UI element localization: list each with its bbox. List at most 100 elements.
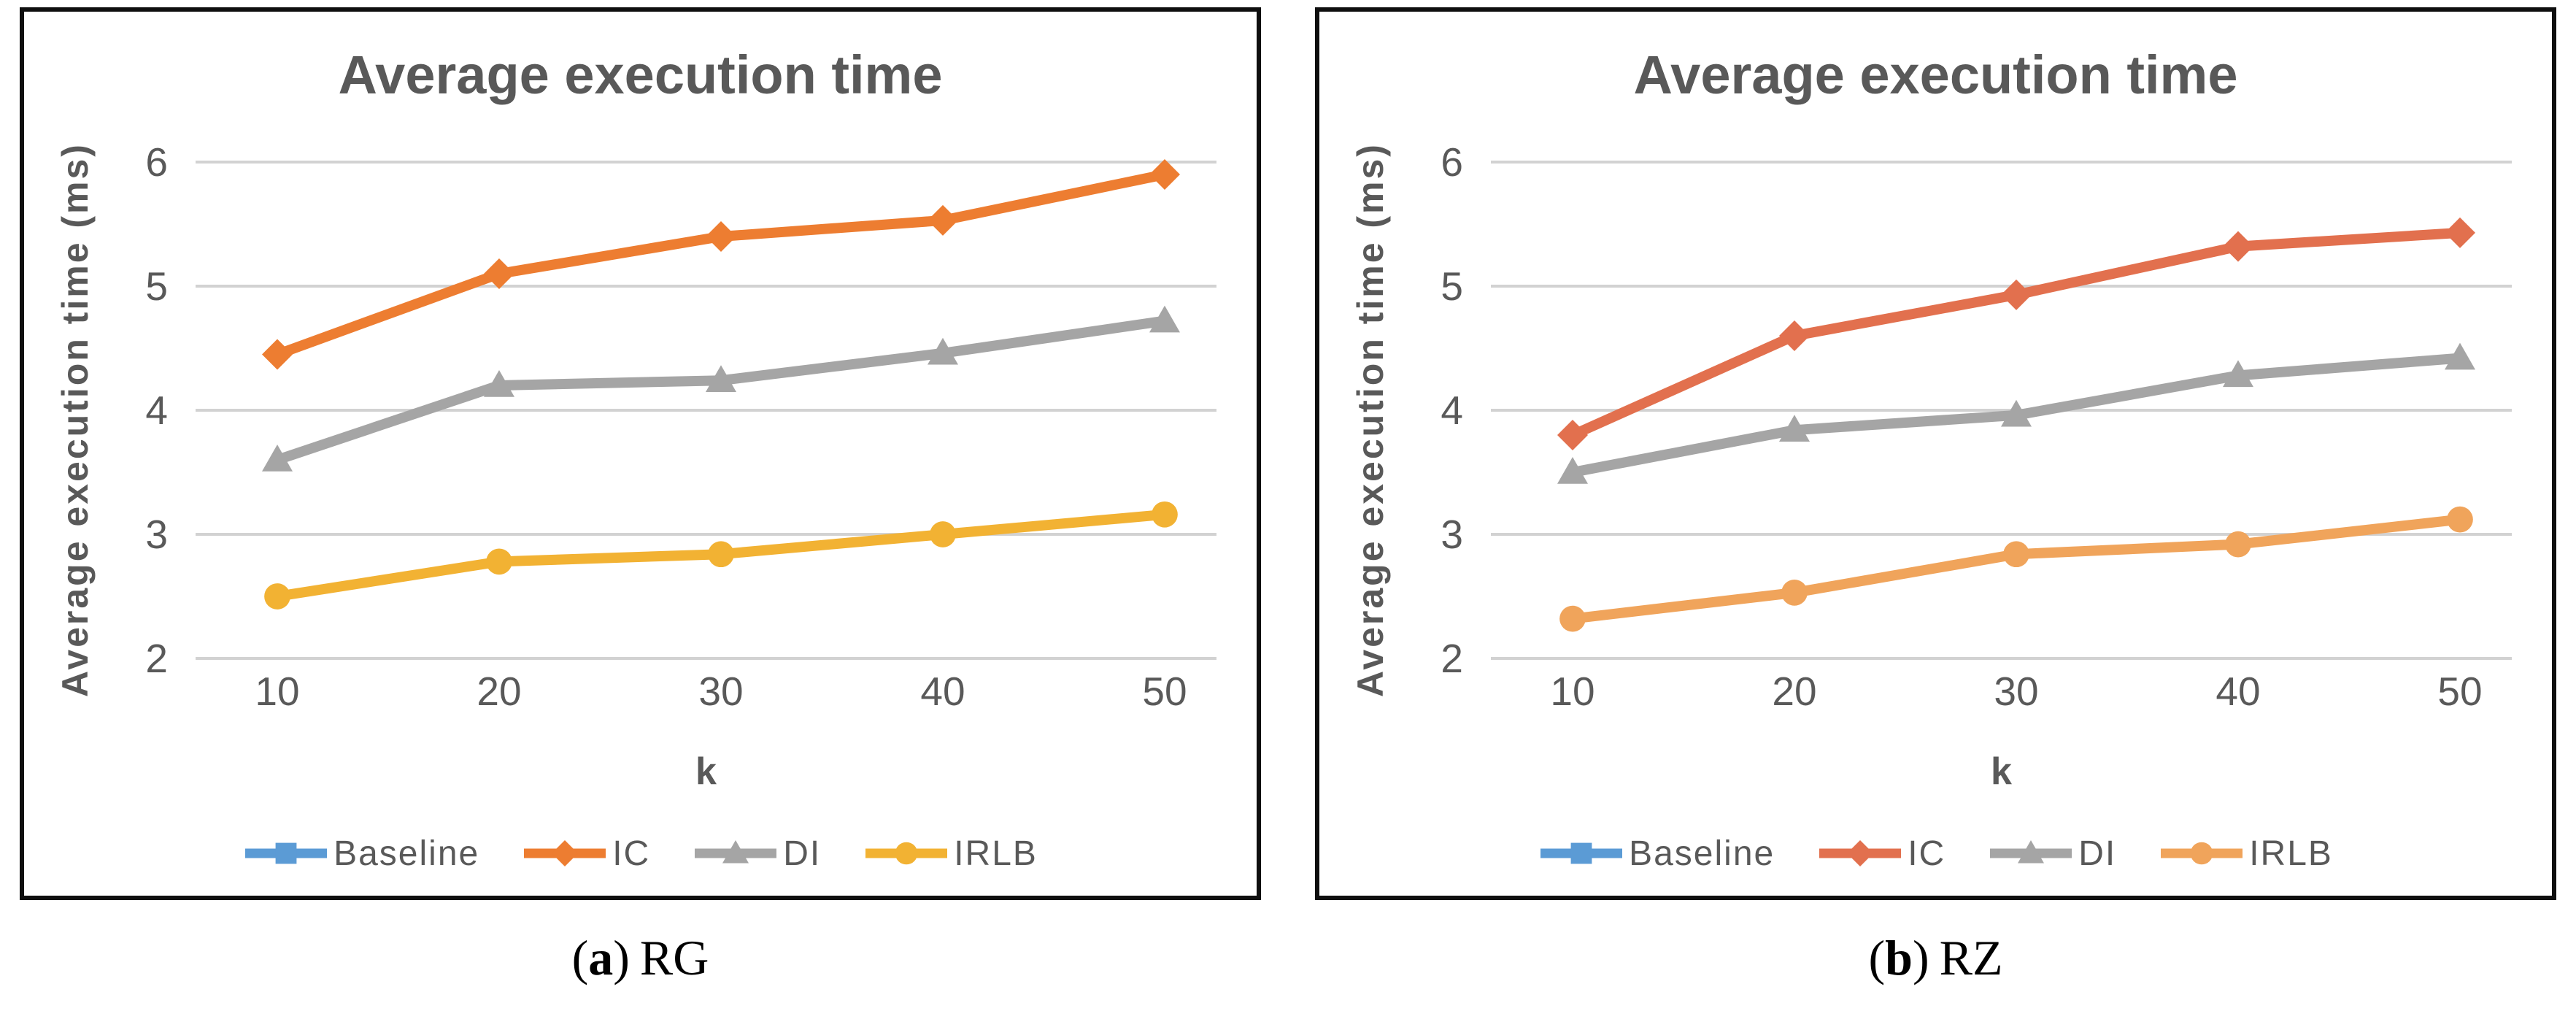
diamond-marker-icon (1557, 420, 1588, 450)
legend-item-ic: IC (1817, 834, 1946, 874)
legend-item-di: DI (693, 834, 821, 874)
circle-marker-icon (2225, 531, 2251, 558)
circle-marker-icon (708, 541, 734, 568)
chart-title: Average execution time (1633, 45, 2238, 105)
diamond-marker-icon (1149, 159, 1180, 190)
triangle-marker-icon (1557, 457, 1588, 484)
x-tick-label: 50 (2437, 669, 2482, 714)
circle-marker-icon (865, 842, 948, 865)
legend-item-irlb: IRLB (863, 834, 1038, 874)
y-tick-label: 5 (1441, 264, 1463, 309)
caption-close-paren: ) (1912, 930, 1929, 985)
y-tick-label: 3 (1441, 512, 1463, 557)
x-tick-label: 10 (255, 669, 299, 714)
circle-marker-icon (2003, 541, 2029, 568)
legend-item-irlb: IRLB (2159, 834, 2333, 874)
circle-marker-icon (1152, 501, 1178, 528)
x-tick-label: 40 (920, 669, 965, 714)
caption-a: (a) RG (20, 929, 1261, 987)
series-markers-ic (262, 159, 1180, 370)
diamond-marker-icon (2001, 279, 2032, 310)
legend-item-baseline: Baseline (1538, 834, 1775, 874)
circle-marker-icon (2161, 842, 2243, 865)
legend-label: DI (783, 834, 822, 873)
triangle-marker-icon (695, 840, 777, 864)
circle-marker-icon (1559, 605, 1586, 632)
triangle-marker-icon (262, 445, 293, 472)
y-tick-label: 3 (145, 512, 168, 557)
circle-marker-icon (930, 521, 956, 547)
legend-item-ic: IC (522, 834, 650, 874)
chart-panel-rz: Average execution time Average execution… (1315, 7, 2556, 900)
x-tick-label: 30 (1994, 669, 2038, 714)
caption-open-paren: ( (571, 930, 589, 985)
gridlines: 6 5 4 3 2 (145, 139, 1216, 681)
legend-label: IRLB (954, 834, 1038, 873)
circle-marker-icon (2447, 506, 2473, 533)
diamond-marker-icon (524, 840, 606, 866)
diamond-marker-icon (2223, 231, 2253, 262)
diamond-marker-icon (484, 258, 514, 289)
legend-label: DI (2078, 834, 2117, 873)
y-tick-label: 4 (145, 388, 168, 433)
caption-label: RZ (1939, 930, 2003, 985)
series-line-ic (275, 169, 1166, 360)
caption-letter: a (588, 930, 614, 985)
x-tick-label: 50 (1142, 669, 1187, 714)
x-axis-label: k (1991, 750, 2012, 793)
triangle-marker-icon (2445, 342, 2475, 370)
y-tick-label: 5 (145, 264, 168, 309)
legend-label: IRLB (2249, 834, 2333, 873)
x-tick-label: 20 (1772, 669, 1816, 714)
chart-plot-rz: 6 5 4 3 2 10 20 30 40 50 k (1441, 139, 2512, 793)
legend-item-di: DI (1988, 834, 2116, 874)
legend-label: Baseline (333, 834, 480, 873)
triangle-marker-icon (1779, 415, 1810, 442)
triangle-marker-icon (484, 370, 514, 397)
captions-row: (a) RG (b) RZ (0, 929, 2576, 987)
series-markers-di (262, 305, 1180, 472)
diamond-marker-icon (1779, 320, 1810, 351)
legend-item-baseline: Baseline (243, 834, 479, 874)
caption-letter: b (1885, 930, 1913, 985)
triangle-marker-icon (2223, 360, 2253, 388)
x-tick-label: 10 (1550, 669, 1594, 714)
square-marker-icon (245, 842, 328, 864)
square-marker-icon (1540, 842, 1623, 864)
y-tick-label: 2 (1441, 636, 1463, 681)
series-markers-irlb (1559, 506, 2473, 632)
series-markers-ic (1557, 217, 2475, 450)
caption-b: (b) RZ (1315, 929, 2556, 987)
chart-title: Average execution time (338, 45, 943, 105)
diamond-marker-icon (262, 339, 293, 370)
x-tick-label: 30 (698, 669, 743, 714)
legend-label: Baseline (1629, 834, 1775, 873)
chart-panel-rg: Average execution time Average execution… (20, 7, 1261, 900)
x-axis-label: k (695, 750, 717, 793)
diamond-marker-icon (928, 204, 958, 236)
caption-close-paren: ) (613, 930, 630, 985)
circle-marker-icon (264, 583, 290, 610)
x-tick-label: 40 (2216, 669, 2260, 714)
y-tick-label: 6 (1441, 139, 1463, 185)
diamond-marker-icon (1819, 840, 1902, 866)
y-tick-label: 4 (1441, 388, 1463, 433)
triangle-marker-icon (1990, 840, 2072, 864)
caption-label: RG (639, 930, 709, 985)
circle-marker-icon (1781, 580, 1808, 606)
triangle-marker-icon (2001, 399, 2032, 427)
series-markers-di (1557, 342, 2475, 484)
series-markers-irlb (264, 501, 1178, 610)
legend-label: IC (1908, 834, 1946, 873)
diamond-marker-icon (706, 221, 736, 252)
chart-plot-rg: 6 5 4 3 2 10 20 30 40 50 k (145, 139, 1216, 793)
triangle-marker-icon (1149, 305, 1180, 333)
legend-rz: Baseline IC DI IRLB (1319, 828, 2552, 879)
gridlines: 6 5 4 3 2 (1441, 139, 2512, 681)
triangle-marker-icon (928, 337, 958, 365)
chart-panels-row: Average execution time Average execution… (20, 7, 2556, 900)
diamond-marker-icon (2445, 217, 2475, 248)
legend-label: IC (612, 834, 651, 873)
caption-open-paren: ( (1868, 930, 1886, 985)
